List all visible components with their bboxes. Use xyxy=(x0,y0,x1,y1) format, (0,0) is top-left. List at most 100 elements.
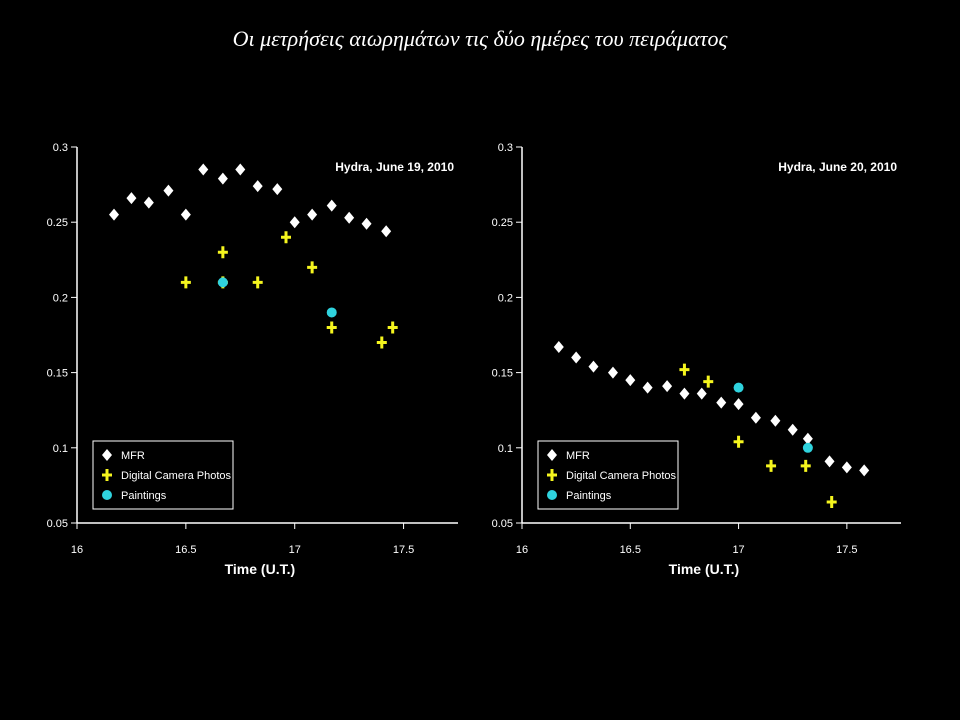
data-point xyxy=(588,360,599,373)
data-point xyxy=(289,216,300,229)
series-mfr xyxy=(553,341,870,477)
x-tick-label: 17.5 xyxy=(836,544,857,556)
data-point xyxy=(217,246,228,259)
series-digital-camera-photos xyxy=(180,231,398,349)
x-tick-label: 16 xyxy=(516,544,528,556)
legend-box xyxy=(92,440,234,510)
chart-panel-1: 0.05 0.1 0.15 0.2 0.25 0.3 16 16.5 17 17.5 Time (U… xyxy=(47,142,458,577)
data-point xyxy=(252,276,263,289)
data-point xyxy=(109,208,120,221)
data-point xyxy=(571,351,582,364)
data-point xyxy=(281,231,292,244)
data-point xyxy=(326,199,337,212)
y-tick-label: 0.3 xyxy=(53,142,68,154)
x-axis-label: Time (U.T.) xyxy=(225,561,296,577)
chart-annotation: Hydra, June 19, 2010 xyxy=(335,160,454,174)
legend-box xyxy=(537,440,679,510)
y-tick-label: 0.1 xyxy=(53,443,68,455)
data-point xyxy=(679,387,690,400)
y-tick-label: 0.1 xyxy=(498,443,513,455)
slide-title: Οι μετρήσεις αιωρημάτων τις δύο ημέρες τ… xyxy=(232,26,728,51)
data-point xyxy=(800,459,811,472)
data-point xyxy=(180,208,191,221)
data-point xyxy=(198,163,209,176)
data-point xyxy=(733,382,744,393)
data-point xyxy=(733,435,744,448)
data-point xyxy=(272,183,283,196)
y-tick-label: 0.2 xyxy=(53,292,68,304)
legend-label: Digital Camera Photos xyxy=(121,470,232,482)
legend-label: MFR xyxy=(566,450,590,462)
data-point xyxy=(217,277,228,288)
legend-label: Paintings xyxy=(566,490,612,502)
data-point xyxy=(662,380,673,393)
data-point xyxy=(625,374,636,387)
data-point xyxy=(642,381,653,394)
legend: MFR Digital Camera Photos Paintings xyxy=(92,440,234,510)
series-paintings xyxy=(733,382,813,453)
data-point xyxy=(787,423,798,436)
x-tick-label: 17.5 xyxy=(393,544,414,556)
legend-label: MFR xyxy=(121,450,145,462)
data-point xyxy=(307,208,318,221)
data-point xyxy=(750,411,761,424)
data-point xyxy=(217,172,228,185)
data-point xyxy=(607,366,618,379)
x-tick-label: 17 xyxy=(732,544,744,556)
data-point xyxy=(553,341,564,354)
legend: MFR Digital Camera Photos Paintings xyxy=(537,440,679,510)
data-point xyxy=(376,336,387,349)
data-point xyxy=(307,261,318,274)
chart-annotation: Hydra, June 20, 2010 xyxy=(778,160,897,174)
data-point xyxy=(143,196,154,209)
data-point xyxy=(824,455,835,468)
legend-marker xyxy=(547,449,557,461)
data-point xyxy=(716,396,727,409)
series-digital-camera-photos xyxy=(679,363,837,508)
x-axis-label: Time (U.T.) xyxy=(669,561,740,577)
data-point xyxy=(235,163,246,176)
x-tick-label: 16.5 xyxy=(620,544,641,556)
y-tick-label: 0.2 xyxy=(498,292,513,304)
series-mfr xyxy=(109,163,392,238)
legend-label: Paintings xyxy=(121,490,167,502)
data-point xyxy=(361,217,372,230)
x-tick-label: 16.5 xyxy=(175,544,196,556)
data-point xyxy=(387,321,398,334)
data-point xyxy=(126,192,137,205)
data-point xyxy=(826,495,837,508)
legend-marker xyxy=(102,490,112,500)
data-point xyxy=(733,398,744,411)
legend-label: Digital Camera Photos xyxy=(566,470,677,482)
x-tick-label: 16 xyxy=(71,544,83,556)
data-point xyxy=(802,432,813,445)
data-point xyxy=(696,387,707,400)
data-point xyxy=(679,363,690,376)
data-point xyxy=(859,464,870,477)
data-point xyxy=(326,307,337,318)
data-point xyxy=(766,459,777,472)
series-paintings xyxy=(217,277,337,318)
legend-marker xyxy=(547,490,557,500)
legend-marker xyxy=(102,469,112,481)
y-tick-label: 0.05 xyxy=(47,518,68,530)
x-tick-label: 17 xyxy=(289,544,301,556)
data-point xyxy=(381,225,392,238)
y-tick-label: 0.05 xyxy=(492,518,513,530)
data-point xyxy=(344,211,355,224)
y-tick-label: 0.25 xyxy=(492,217,513,229)
y-tick-label: 0.25 xyxy=(47,217,68,229)
data-point xyxy=(703,375,714,388)
data-point xyxy=(802,442,813,453)
data-point xyxy=(770,414,781,427)
data-point xyxy=(326,321,337,334)
y-tick-label: 0.3 xyxy=(498,142,513,154)
data-point xyxy=(180,276,191,289)
legend-marker xyxy=(547,469,557,481)
y-tick-label: 0.15 xyxy=(492,368,513,380)
chart-panel-2: 0.05 0.1 0.15 0.2 0.25 0.3 16 16.5 17 17.5 Time (U… xyxy=(492,142,901,577)
data-point xyxy=(841,461,852,474)
data-point xyxy=(252,180,263,193)
y-tick-label: 0.15 xyxy=(47,368,68,380)
